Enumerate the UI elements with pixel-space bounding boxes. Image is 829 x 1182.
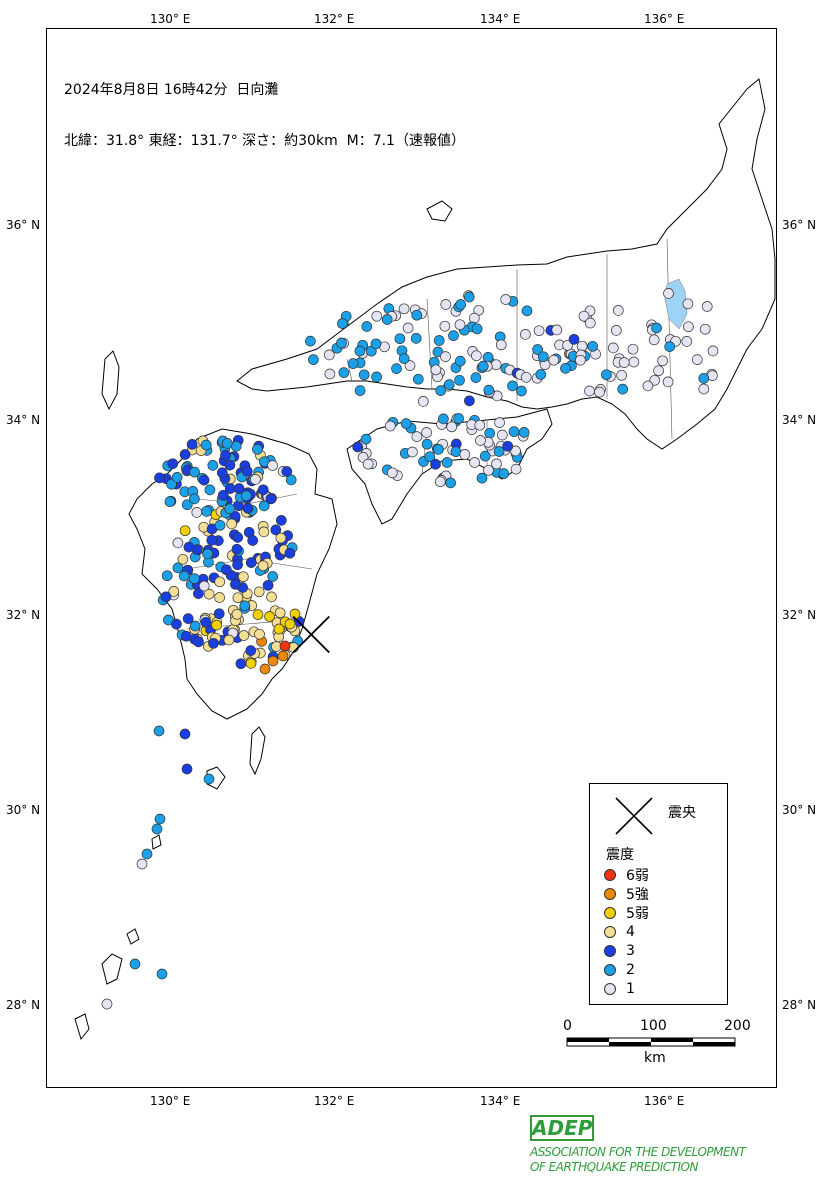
lon-label-136-bottom: 136° E bbox=[644, 1094, 685, 1108]
scale-bar: 0 100 200 km bbox=[560, 1018, 751, 1068]
lon-label-130-bottom: 130° E bbox=[150, 1094, 191, 1108]
scale-tick-200: 200 bbox=[724, 1018, 751, 1034]
epicenter-marker bbox=[292, 615, 330, 654]
title-line-1: 2024年8月8日 16時42分 日向灘 bbox=[64, 82, 279, 98]
map-canvas bbox=[74, 78, 776, 1041]
legend-item: 6弱 bbox=[604, 866, 649, 884]
lon-label-134-top: 134° E bbox=[480, 12, 521, 26]
adep-footer: ADEP ASSOCIATION FOR THE DEVELOPMENT OF … bbox=[530, 1115, 790, 1175]
lon-label-130-top: 130° E bbox=[150, 12, 191, 26]
legend-swatch bbox=[604, 964, 616, 976]
legend-label: 5弱 bbox=[626, 906, 649, 922]
lon-label-132-bottom: 132° E bbox=[314, 1094, 355, 1108]
title-line-2: 北緯：31.8° 東経：131.7° 深さ：約30km M：7.1（速報値） bbox=[64, 133, 465, 149]
lat-label-28-right: 28° N bbox=[782, 998, 817, 1012]
lat-label-30-left: 30° N bbox=[6, 803, 41, 817]
scale-bar-graphic bbox=[566, 1037, 736, 1047]
lon-label-134-bottom: 134° E bbox=[480, 1094, 521, 1108]
lat-label-36-left: 36° N bbox=[6, 218, 41, 232]
legend-swatch bbox=[604, 926, 616, 938]
legend-item: 1 bbox=[604, 980, 635, 998]
lat-label-36-right: 36° N bbox=[782, 218, 817, 232]
legend-swatch bbox=[604, 945, 616, 957]
legend-label: 5強 bbox=[626, 887, 649, 903]
legend-item: 5強 bbox=[604, 885, 649, 903]
legend-swatch bbox=[604, 888, 616, 900]
lat-label-32-right: 32° N bbox=[782, 608, 817, 622]
scale-tick-0: 0 bbox=[563, 1018, 572, 1034]
legend-item: 5弱 bbox=[604, 904, 649, 922]
epicenter-legend-label: 震央 bbox=[668, 805, 696, 821]
lat-label-30-right: 30° N bbox=[782, 803, 817, 817]
scale-tick-100: 100 bbox=[640, 1018, 667, 1034]
legend-label: 4 bbox=[626, 924, 635, 940]
legend-swatch bbox=[604, 983, 616, 995]
legend-swatch bbox=[604, 869, 616, 881]
epicenter-legend-icon bbox=[615, 797, 653, 835]
legend-item: 4 bbox=[604, 923, 635, 941]
legend-item: 3 bbox=[604, 942, 635, 960]
legend-label: 6弱 bbox=[626, 868, 649, 884]
legend-label: 3 bbox=[626, 943, 635, 959]
adep-line-2: OF EARTHQUAKE PREDICTION bbox=[530, 1160, 698, 1174]
legend-label: 2 bbox=[626, 962, 635, 978]
lon-label-132-top: 132° E bbox=[314, 12, 355, 26]
adep-logo: ADEP bbox=[530, 1115, 594, 1141]
legend-label: 1 bbox=[626, 981, 635, 997]
lat-label-32-left: 32° N bbox=[6, 608, 41, 622]
legend-swatch bbox=[604, 907, 616, 919]
map-title: 2024年8月8日 16時42分 日向灘 北緯：31.8° 東経：131.7° … bbox=[64, 48, 465, 167]
legend-item: 2 bbox=[604, 961, 635, 979]
map-frame bbox=[46, 28, 777, 1088]
legend-header: 震度 bbox=[606, 847, 634, 863]
adep-line-1: ASSOCIATION FOR THE DEVELOPMENT bbox=[530, 1145, 746, 1159]
legend: 震央 震度 6弱 5強 5弱 4 3 2 1 bbox=[589, 783, 728, 1005]
lat-label-28-left: 28° N bbox=[6, 998, 41, 1012]
lat-label-34-left: 34° N bbox=[6, 413, 41, 427]
lon-label-136-top: 136° E bbox=[644, 12, 685, 26]
scale-unit: km bbox=[644, 1050, 666, 1066]
lat-label-34-right: 34° N bbox=[782, 413, 817, 427]
